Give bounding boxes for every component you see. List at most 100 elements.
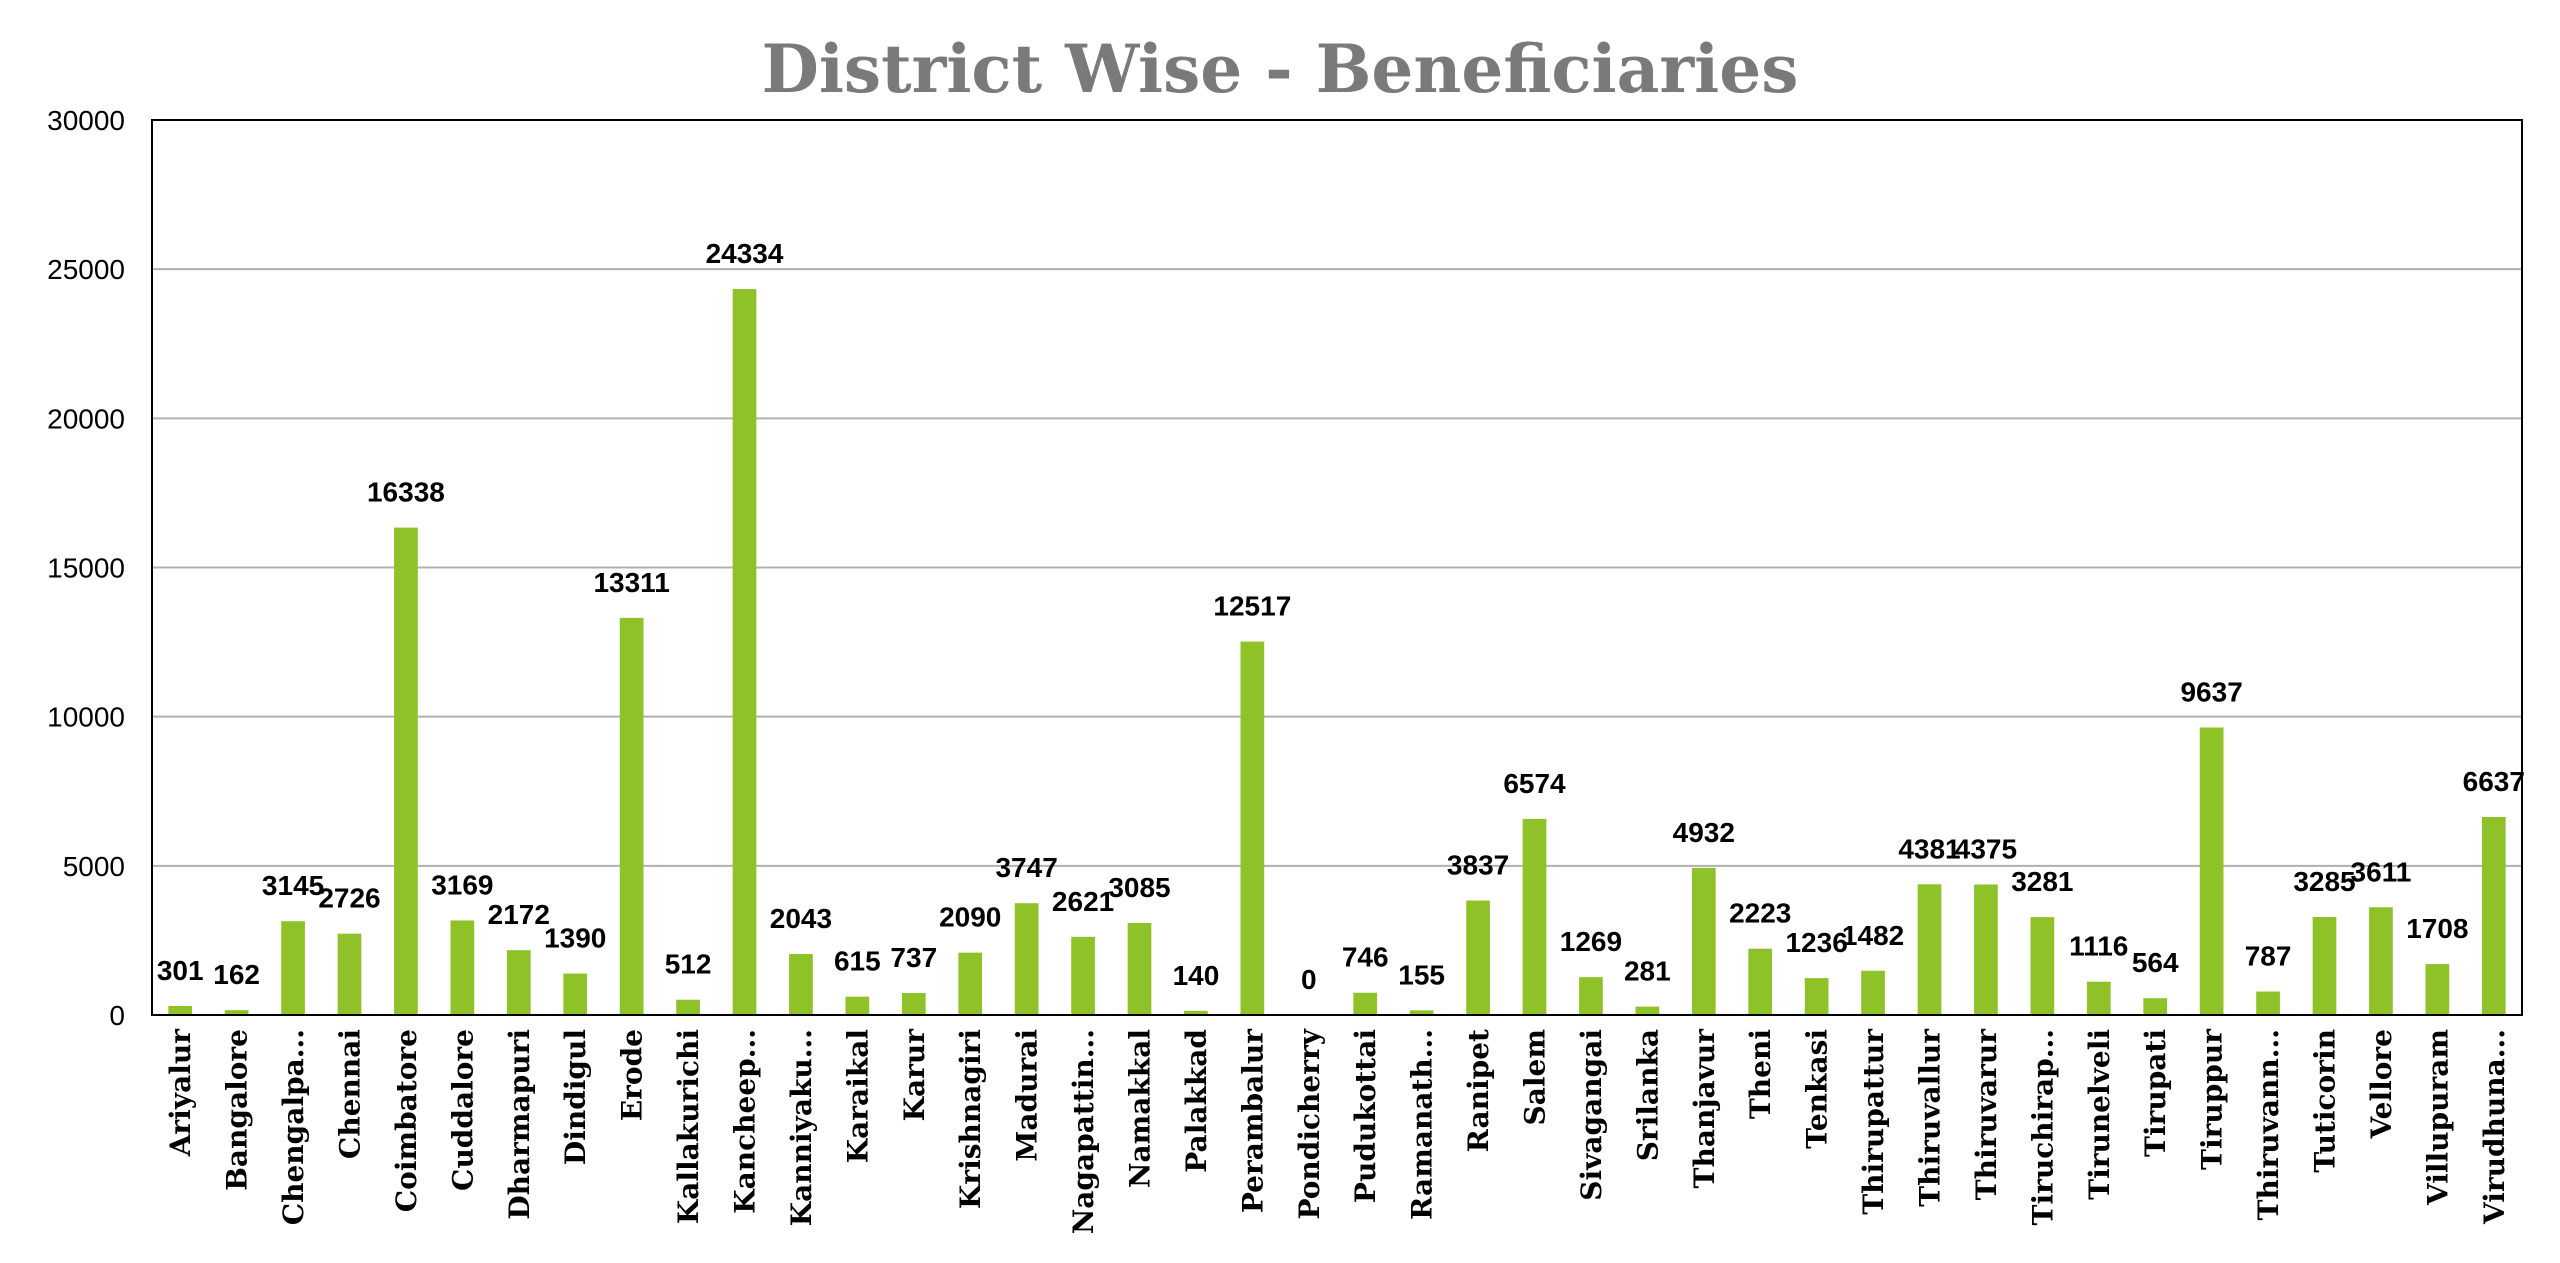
x-tick-label: Pondicherry [1293,1028,1326,1219]
bar-11 [732,289,757,1016]
bar-15 [958,952,983,1015]
data-label: 737 [890,942,937,973]
y-tick-label: 5000 [63,851,125,882]
x-tick-label: Tiruchirap... [2026,1029,2059,1225]
x-tick-label: Karaikal [841,1029,874,1163]
bar-39 [2312,916,2337,1015]
bar-30 [1804,978,1829,1015]
bar-36 [2143,998,2168,1015]
data-label: 16338 [367,477,445,508]
x-tick-label: Erode [616,1029,649,1121]
bar-23 [1409,1010,1434,1015]
bar-31 [1861,970,1885,1015]
data-label: 3281 [2011,866,2073,897]
y-tick-label: 10000 [47,702,125,733]
x-tick-label: Ranipet [1462,1029,1495,1152]
bar-25 [1522,818,1547,1015]
data-label: 24334 [706,238,784,269]
x-tick-label: Krishnagiri [954,1029,987,1209]
data-label: 1269 [1560,926,1622,957]
x-axis-ticks: Ariyalur Bangalore Chengalpa... Chennai Coim… [164,1028,2511,1235]
bar-14 [901,993,926,1015]
x-tick-label: Coimbatore [390,1029,423,1212]
data-label: 4932 [1673,817,1735,848]
data-label: 281 [1624,956,1671,987]
x-tick-label: Tuticorin [2309,1029,2342,1173]
x-tick-label: Bangalore [221,1029,254,1191]
data-label: 2726 [318,883,380,914]
data-label: 787 [2245,941,2292,972]
y-tick-label: 0 [109,1000,125,1031]
x-tick-label: Thiruvallur [1914,1028,1947,1207]
x-tick-label: Srilanka [1631,1029,1664,1161]
data-label: 3169 [431,869,493,900]
gridlines [152,268,2522,867]
data-label: 140 [1173,960,1220,991]
chart-title: District Wise - Beneficiaries [762,30,1799,108]
x-tick-label: Dharmapuri [503,1029,536,1220]
data-label: 3611 [2351,856,2412,887]
data-label: 6637 [2463,766,2525,797]
x-tick-label: Kallakurichi [672,1029,705,1224]
bar-33 [1974,884,1998,1015]
x-tick-label: Nagapattin... [1067,1029,1100,1234]
bar-41 [2425,964,2450,1015]
x-tick-label: Chennai [334,1029,367,1159]
data-label: 1390 [544,923,606,954]
x-tick-label: Dindigul [559,1029,592,1165]
x-tick-label: Ariyalur [164,1028,197,1158]
bar-12 [789,954,813,1015]
y-tick-label: 15000 [47,553,125,584]
bar-28 [1691,867,1716,1015]
x-tick-label: Sivagangai [1575,1029,1608,1201]
data-label: 3747 [995,852,1057,883]
data-label: 2223 [1729,898,1791,929]
bar-20 [1240,641,1265,1015]
data-label: 9637 [2180,676,2242,707]
x-tick-label: Thirupattur [1857,1028,1890,1215]
x-tick-label: Chengalpa... [277,1029,310,1225]
x-tick-label: Thanjavur [1688,1028,1721,1189]
data-label: 2621 [1052,886,1114,917]
y-tick-label: 30000 [47,105,125,136]
bar-6 [450,920,475,1015]
bar-42 [2481,816,2506,1015]
data-label: 564 [2132,947,2179,978]
y-tick-label: 25000 [47,254,125,285]
data-label: 1482 [1842,920,1904,951]
data-label: 3837 [1447,850,1509,881]
data-label: 4375 [1955,833,2017,864]
x-tick-label: Palakkad [1180,1029,1213,1173]
bar-29 [1748,948,1773,1015]
x-tick-label: Ramanath... [1406,1029,1439,1220]
x-tick-label: Theni [1744,1029,1777,1119]
bar-22 [1353,992,1378,1015]
bar-7 [506,950,531,1015]
x-tick-label: Thiruvarur [1970,1028,2003,1200]
x-tick-label: Vellore [2365,1029,2398,1139]
data-label: 615 [834,946,881,977]
x-tick-label: Villupuram [2421,1029,2454,1206]
bar-38 [2256,991,2280,1015]
x-tick-label: Pudukottai [1349,1029,1382,1203]
x-tick-label: Tirupati [2139,1029,2172,1157]
x-tick-label: Madurai [1011,1029,1044,1162]
y-tick-label: 20000 [47,403,125,434]
data-label: 301 [157,955,204,986]
bar-4 [337,933,362,1015]
bar-19 [1184,1010,1208,1015]
y-axis-ticks: 0 5000 10000 15000 20000 25000 30000 [47,105,125,1031]
x-tick-label: Tirunelveli [2083,1029,2116,1200]
bar-17 [1071,936,1095,1015]
x-tick-label: Kancheep... [729,1029,762,1214]
data-label: 2043 [770,903,832,934]
x-tick-label: Namakkal [1124,1029,1157,1188]
bar-16 [1014,903,1039,1015]
data-label: 4381 [1898,833,1960,864]
bar-32 [1917,884,1942,1015]
x-tick-label: Perambalur [1236,1028,1269,1213]
data-label: 12517 [1213,591,1291,622]
bar-10 [676,999,700,1015]
x-tick-label: Kanniyaku... [785,1029,818,1226]
